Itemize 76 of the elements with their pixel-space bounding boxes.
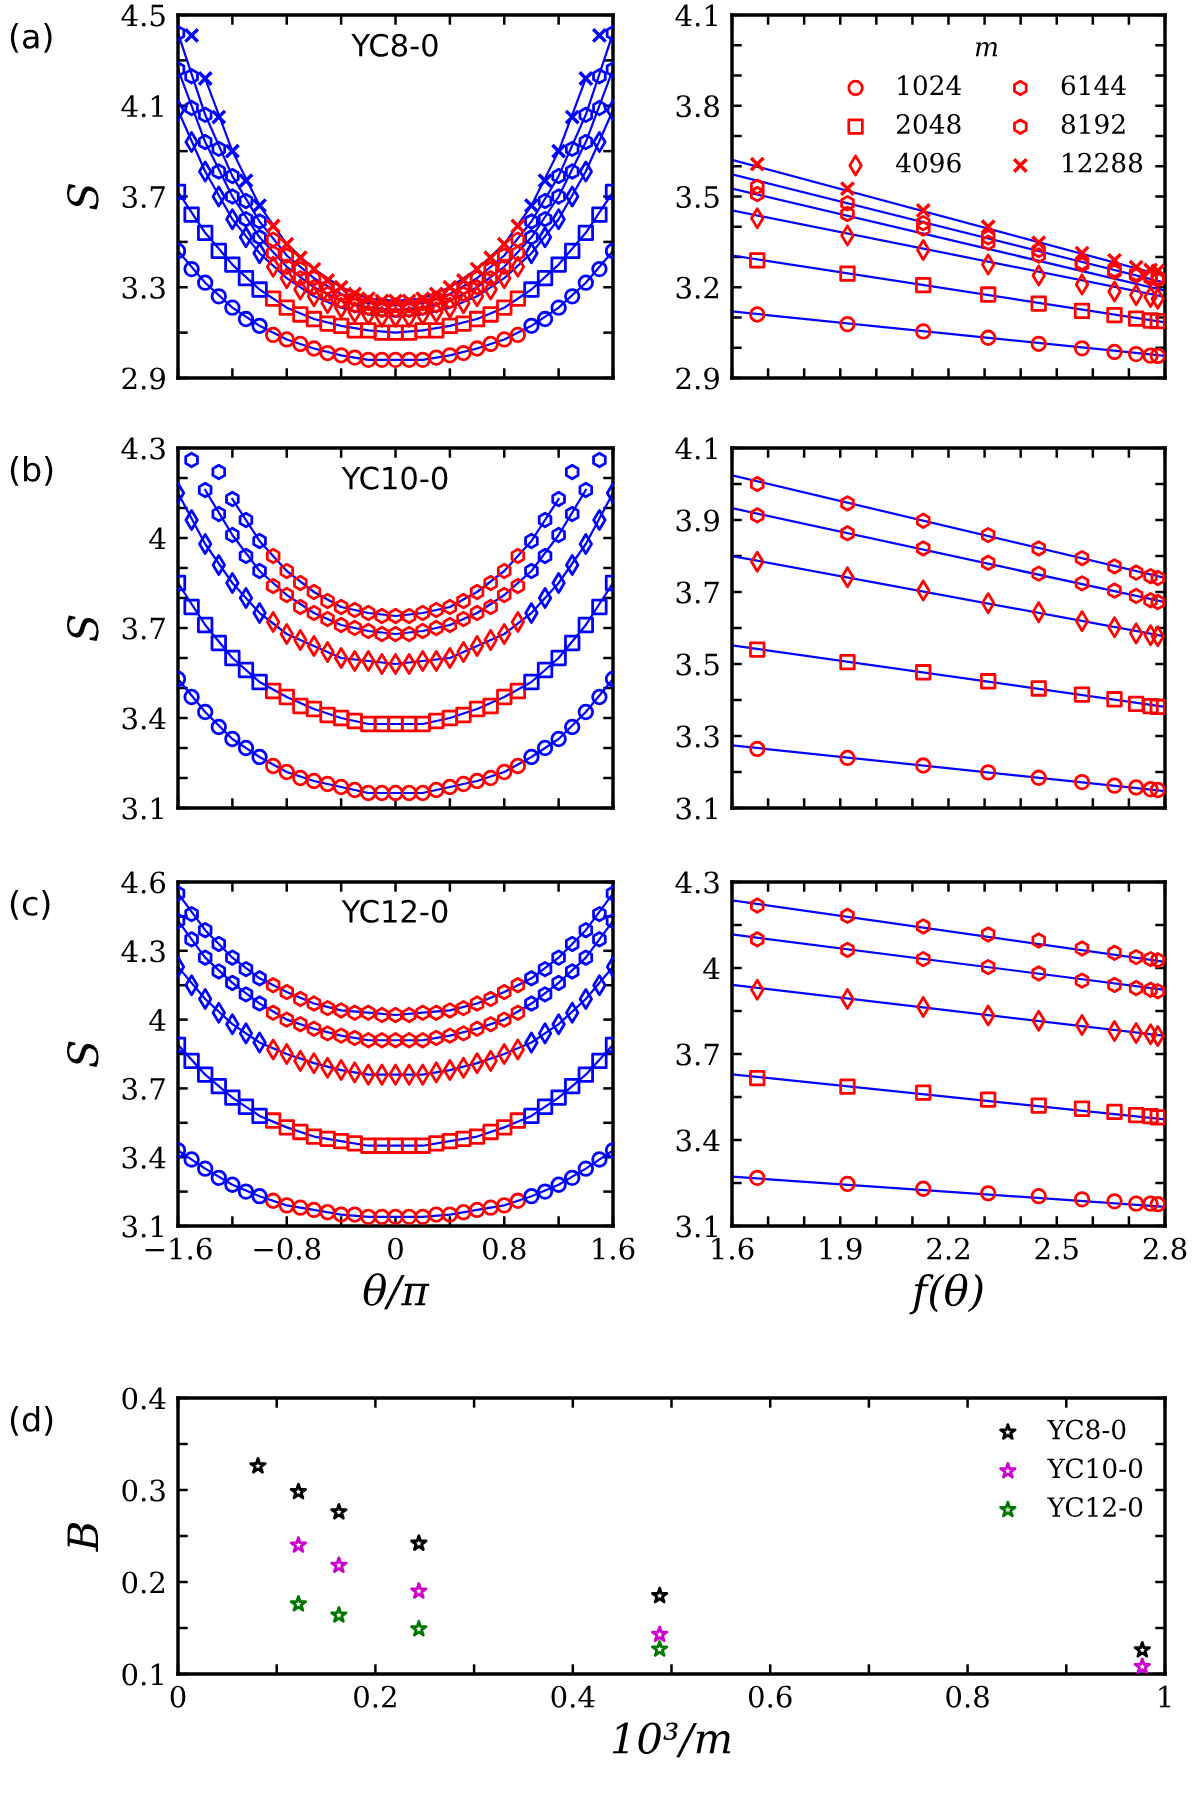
legend-label: 12288: [1063, 152, 1143, 173]
text: (d): [10, 1406, 53, 1436]
x-tick-label: −0.8: [254, 1237, 321, 1260]
y-tick-label: 3.1: [676, 1215, 717, 1238]
x-tick-label: 0.2: [354, 1685, 396, 1708]
y-tick-label: 3.3: [122, 276, 165, 299]
x-tick-label: 0.8: [482, 1237, 526, 1260]
legend-label: 4096: [895, 152, 961, 173]
y-tick-label: 4.3: [121, 940, 165, 963]
x-axis-title: θ/π: [363, 1273, 430, 1310]
y-tick-label: 3.4: [122, 1146, 166, 1169]
y-tick-label: 0.3: [122, 1479, 165, 1502]
y-axis-title: S: [67, 184, 99, 210]
x-tick-label: 0.8: [946, 1685, 989, 1708]
y-axis-title: S: [67, 1041, 99, 1068]
x-tick-label: 1: [1159, 1685, 1171, 1708]
x-tick-label: 0: [170, 1685, 186, 1708]
y-axis-title: S: [67, 615, 99, 642]
legend-title: m: [975, 42, 998, 57]
x-tick-label: 1.6: [712, 1237, 754, 1260]
y-tick-label: 0.4: [122, 1387, 166, 1410]
y-tick-label: 3.1: [676, 797, 717, 820]
y-tick-label: 3.1: [122, 1215, 163, 1238]
y-tick-label: 3.7: [122, 1077, 165, 1100]
y-tick-label: 4: [149, 1009, 166, 1031]
y-tick-label: 3.8: [676, 95, 719, 118]
y-tick-label: 4: [149, 527, 166, 550]
x-tick-label: 2.5: [1035, 1237, 1078, 1260]
y-tick-label: 2.9: [676, 367, 719, 390]
y-tick-label: 3.4: [122, 707, 166, 730]
text: (a): [10, 23, 52, 53]
y-tick-label: 3.5: [676, 653, 719, 676]
y-tick-label: 3.7: [122, 185, 165, 208]
y-tick-label: 0.2: [122, 1571, 165, 1594]
x-tick-label: 0.4: [551, 1685, 595, 1708]
legend-label: YC12-0: [1047, 1497, 1143, 1518]
y-tick-label: 3.1: [122, 797, 163, 820]
legend-label: 1024: [898, 75, 961, 96]
y-tick-label: 3.4: [676, 1129, 720, 1152]
y-tick-label: 4: [703, 957, 720, 980]
y-tick-label: 2.9: [122, 367, 165, 390]
y-tick-label: 4.5: [121, 4, 165, 27]
chart-title: YC10-0: [341, 466, 448, 490]
text: (c): [10, 890, 50, 920]
y-tick-label: 4.1: [675, 437, 717, 460]
x-axis-title: 10³/m: [612, 1722, 731, 1758]
y-axis-title: B: [67, 1523, 98, 1552]
x-tick-label: 0.6: [748, 1685, 792, 1708]
x-tick-label: 0: [388, 1237, 403, 1260]
y-tick-label: 3.7: [122, 617, 165, 640]
legend-label: 2048: [896, 114, 961, 135]
y-tick-label: 4.6: [121, 871, 166, 894]
x-tick-label: 1.9: [820, 1237, 862, 1260]
y-tick-label: 3.9: [676, 509, 719, 532]
legend-label: YC10-0: [1047, 1458, 1143, 1479]
y-tick-label: 4.3: [121, 437, 165, 460]
x-tick-label: 2.2: [927, 1237, 969, 1260]
x-tick-label: 2.8: [1143, 1237, 1187, 1260]
chart-title: YC12-0: [341, 899, 448, 923]
y-tick-label: 0.1: [122, 1663, 163, 1686]
y-tick-label: 3.7: [676, 1043, 719, 1066]
y-tick-label: 3.5: [676, 185, 719, 208]
y-tick-label: 3.7: [676, 581, 719, 604]
x-tick-label: 1.6: [593, 1237, 635, 1260]
y-tick-label: 4.1: [675, 4, 717, 27]
y-tick-label: 3.2: [676, 276, 719, 299]
y-tick-label: 4.1: [121, 95, 163, 118]
y-tick-label: 3.3: [676, 725, 719, 748]
legend-label: 6144: [1061, 75, 1126, 96]
x-axis-title: f(θ): [909, 1273, 983, 1315]
y-tick-label: 4.3: [675, 871, 719, 894]
chart-title: YC8-0: [351, 33, 438, 57]
legend-label: YC8-0: [1047, 1419, 1126, 1440]
legend-label: 8192: [1061, 114, 1125, 135]
text: (b): [10, 456, 53, 486]
x-tick-label: −1.6: [145, 1237, 212, 1260]
